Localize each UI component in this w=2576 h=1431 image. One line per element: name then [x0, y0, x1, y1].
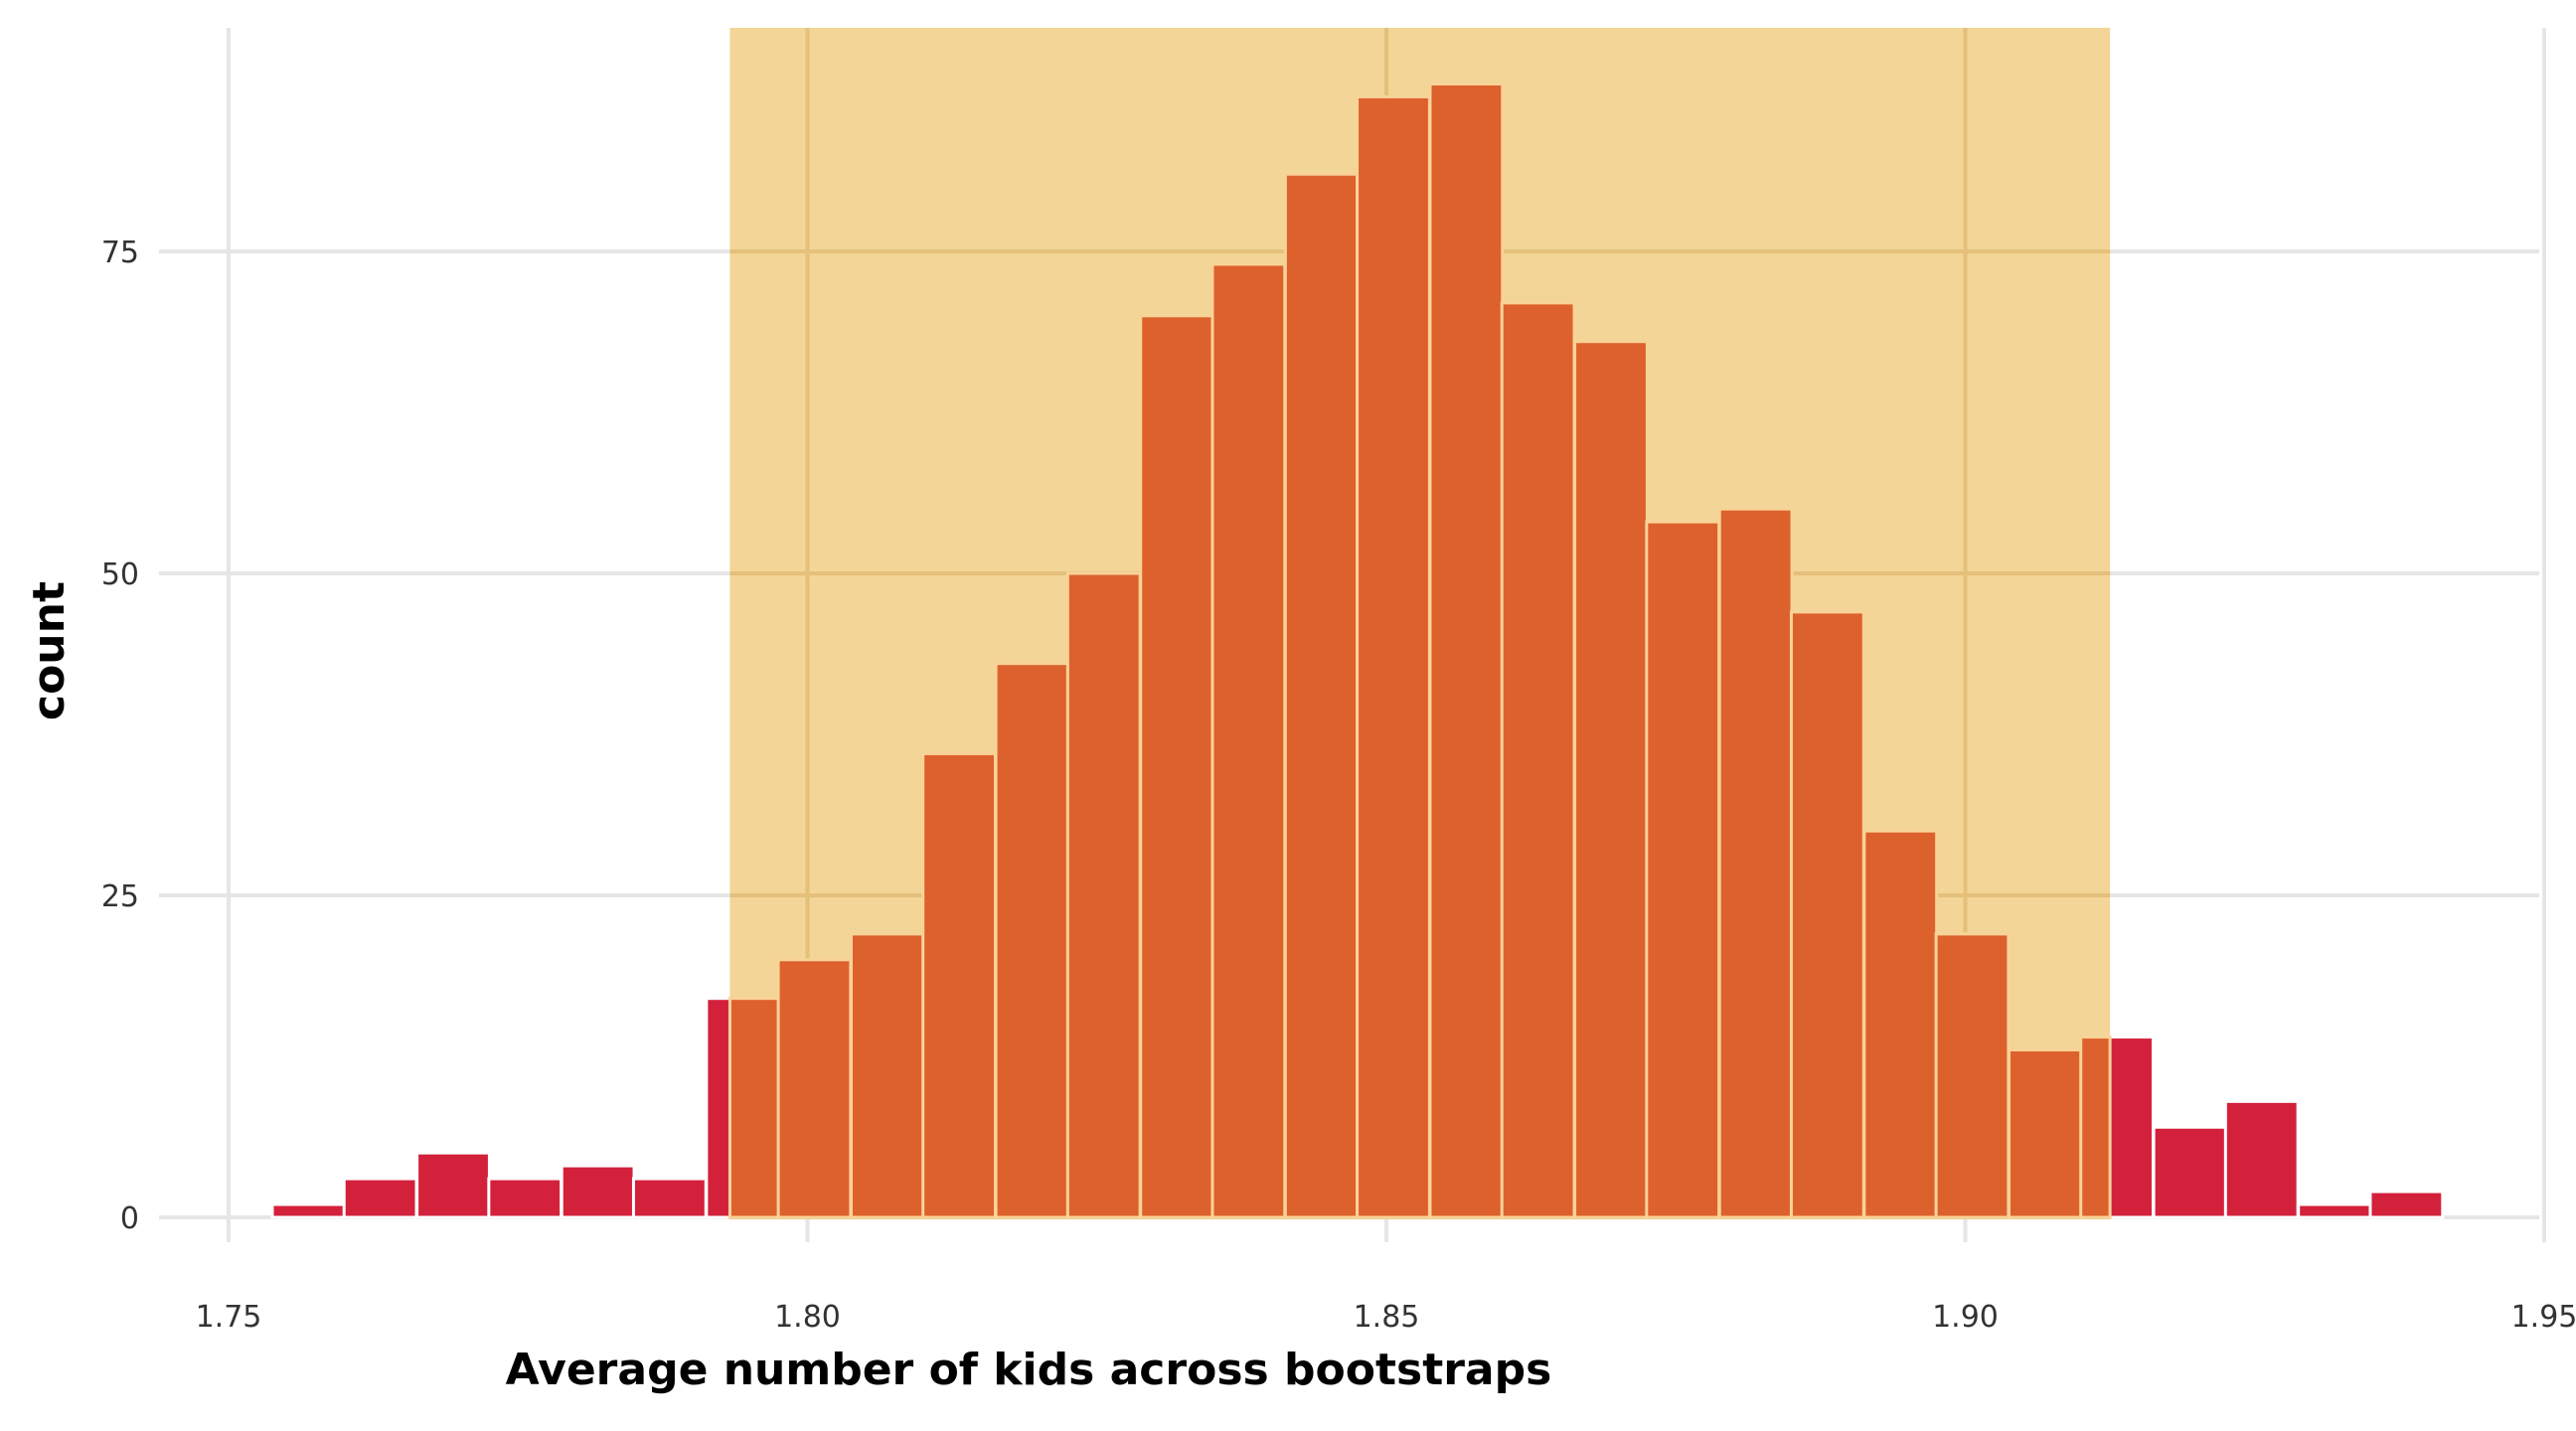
histogram-bar-in-ci: [1500, 301, 1576, 1219]
histogram-bar-in-ci: [1139, 314, 1215, 1219]
histogram-bar-in-ci: [921, 751, 998, 1219]
histogram-bar-in-ci: [994, 662, 1070, 1219]
y-tick-label: 25: [101, 879, 139, 914]
histogram-bar-in-ci: [1645, 520, 1721, 1219]
histogram-bar: [2152, 1125, 2228, 1219]
x-tick-label: 1.95: [2511, 1300, 2576, 1335]
y-tick-label: 0: [120, 1201, 139, 1236]
y-tick-label: 75: [101, 236, 139, 270]
histogram-bar: [270, 1202, 347, 1219]
histogram-bar-in-ci: [1428, 82, 1505, 1219]
histogram-bar-in-ci: [2007, 1048, 2083, 1219]
histogram-bar-in-ci: [1789, 610, 1865, 1219]
x-tick-label: 1.80: [774, 1300, 841, 1335]
x-axis-ticks: 1.75 1.80 1.85 1.90 1.95: [196, 1300, 2576, 1335]
histogram-bar: [2297, 1202, 2373, 1219]
histogram-bar: [560, 1164, 636, 1219]
histogram-bar: [2368, 1190, 2445, 1219]
bars-inside-ci: [727, 28, 2112, 1219]
histogram-bar: [2223, 1099, 2300, 1219]
histogram-bar-in-ci: [1356, 94, 1431, 1219]
histogram-bar-in-ci: [2079, 1035, 2112, 1219]
x-tick-label: 1.85: [1354, 1300, 1420, 1335]
histogram-bar-in-ci: [849, 932, 925, 1219]
histogram-bar-in-ci: [1934, 932, 2011, 1219]
y-tick-label: 50: [101, 557, 139, 592]
histogram-bar: [342, 1177, 418, 1219]
histogram-bar-in-ci: [1210, 262, 1287, 1219]
y-axis-title: count: [24, 581, 75, 720]
histogram-bar-in-ci: [727, 997, 781, 1219]
histogram-bar-in-ci: [1717, 507, 1794, 1219]
x-tick-label: 1.90: [1932, 1300, 1999, 1335]
y-axis-ticks: 0 25 50 75: [101, 236, 139, 1236]
histogram-bar-in-ci: [1862, 829, 1939, 1219]
histogram-bar-in-ci: [1065, 571, 1142, 1219]
histogram-bar: [487, 1177, 564, 1219]
x-axis-title: Average number of kids across bootstraps: [506, 1345, 1552, 1395]
histogram-bar-in-ci: [776, 958, 853, 1219]
x-tick-label: 1.75: [196, 1300, 262, 1335]
histogram-bar: [415, 1151, 491, 1219]
histogram-bar: [631, 1177, 708, 1219]
histogram-bar-in-ci: [1573, 340, 1649, 1219]
histogram-bar-in-ci: [1283, 172, 1360, 1219]
